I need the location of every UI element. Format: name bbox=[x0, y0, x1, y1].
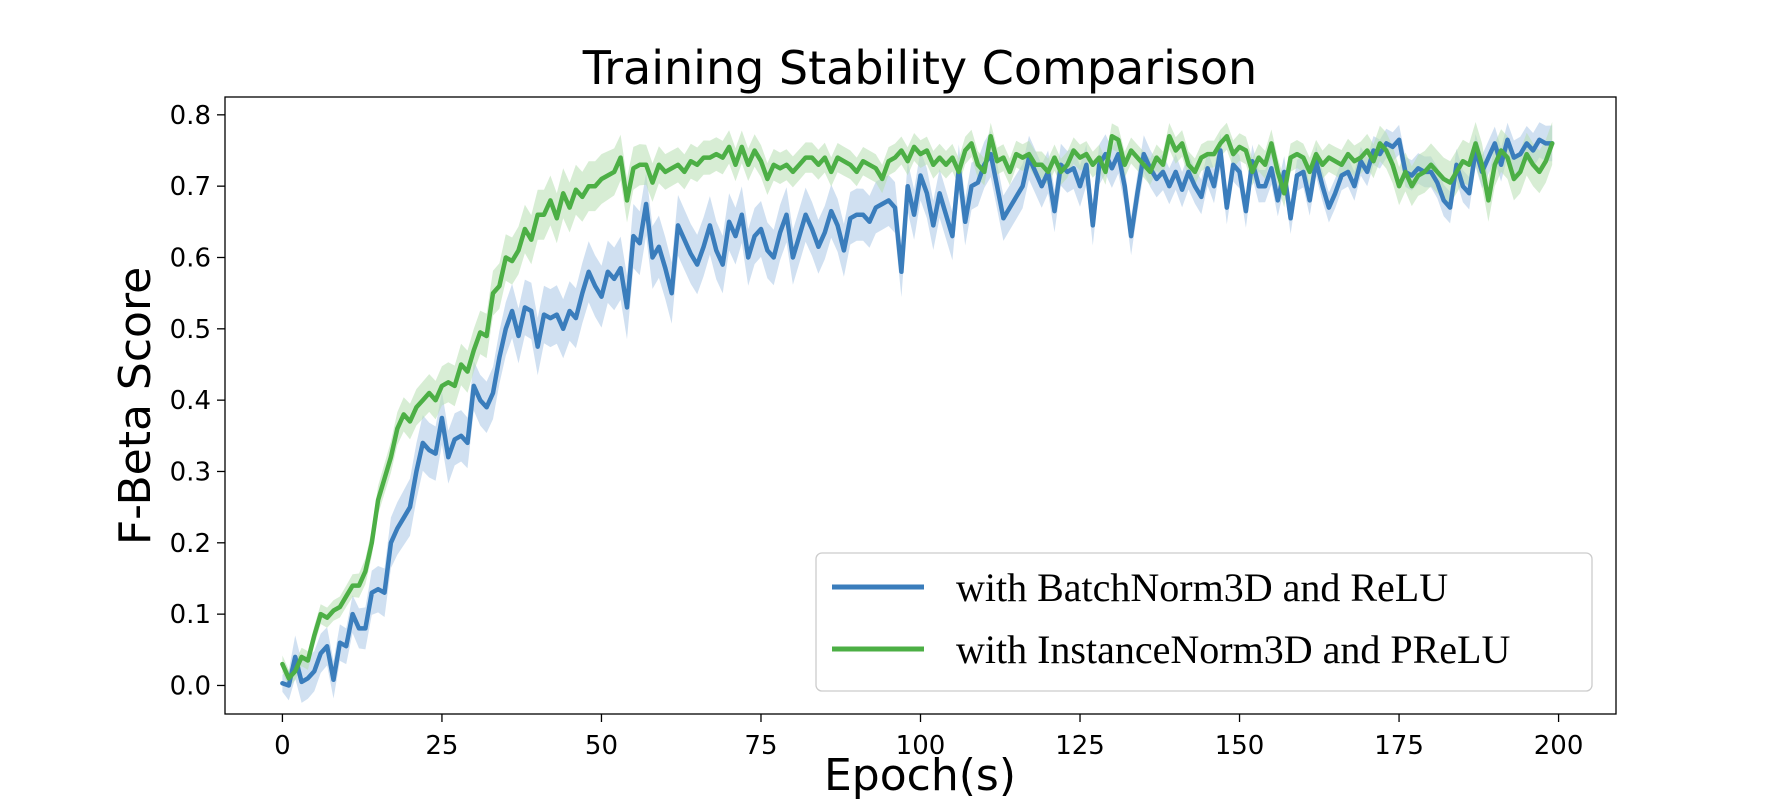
x-tick-label: 175 bbox=[1374, 731, 1424, 761]
y-tick-label: 0.7 bbox=[170, 172, 211, 202]
series-line-0 bbox=[280, 137, 1555, 688]
y-axis-label: F-Beta Score bbox=[110, 267, 161, 545]
y-tick-label: 0.0 bbox=[170, 671, 211, 701]
y-tick-label: 0.2 bbox=[170, 529, 211, 559]
legend: with BatchNorm3D and ReLU with InstanceN… bbox=[815, 552, 1593, 692]
confidence-band-1 bbox=[282, 122, 1553, 688]
x-tick-label: 125 bbox=[1055, 731, 1105, 761]
chart-title: Training Stability Comparison bbox=[582, 41, 1257, 95]
x-axis-label: Epoch(s) bbox=[824, 750, 1016, 800]
y-axis-ticks: 0.0 0.1 0.2 0.3 0.4 0.5 0.6 0.7 0.8 bbox=[170, 101, 225, 701]
x-tick-label: 150 bbox=[1215, 731, 1265, 761]
y-tick-label: 0.5 bbox=[170, 315, 211, 345]
y-tick-label: 0.1 bbox=[170, 600, 211, 630]
series-lines bbox=[280, 133, 1555, 688]
y-tick-label: 0.6 bbox=[170, 243, 211, 273]
x-tick-label: 25 bbox=[425, 731, 458, 761]
confidence-band-0 bbox=[282, 122, 1553, 703]
y-tick-label: 0.8 bbox=[170, 101, 211, 131]
legend-box bbox=[815, 552, 1593, 692]
confidence-bands bbox=[282, 122, 1553, 703]
x-tick-label: 75 bbox=[744, 731, 777, 761]
x-tick-label: 200 bbox=[1534, 731, 1584, 761]
legend-label-instancenorm: with InstanceNorm3D and PReLU bbox=[956, 627, 1510, 672]
x-tick-label: 0 bbox=[274, 731, 291, 761]
series-line-1 bbox=[280, 133, 1555, 681]
y-tick-label: 0.4 bbox=[170, 386, 211, 416]
x-tick-label: 100 bbox=[896, 731, 946, 761]
y-tick-label: 0.3 bbox=[170, 457, 211, 487]
x-axis-ticks: 0 25 50 75 100 125 150 175 200 bbox=[274, 714, 1583, 761]
legend-label-batchnorm: with BatchNorm3D and ReLU bbox=[956, 565, 1448, 610]
x-tick-label: 50 bbox=[585, 731, 618, 761]
